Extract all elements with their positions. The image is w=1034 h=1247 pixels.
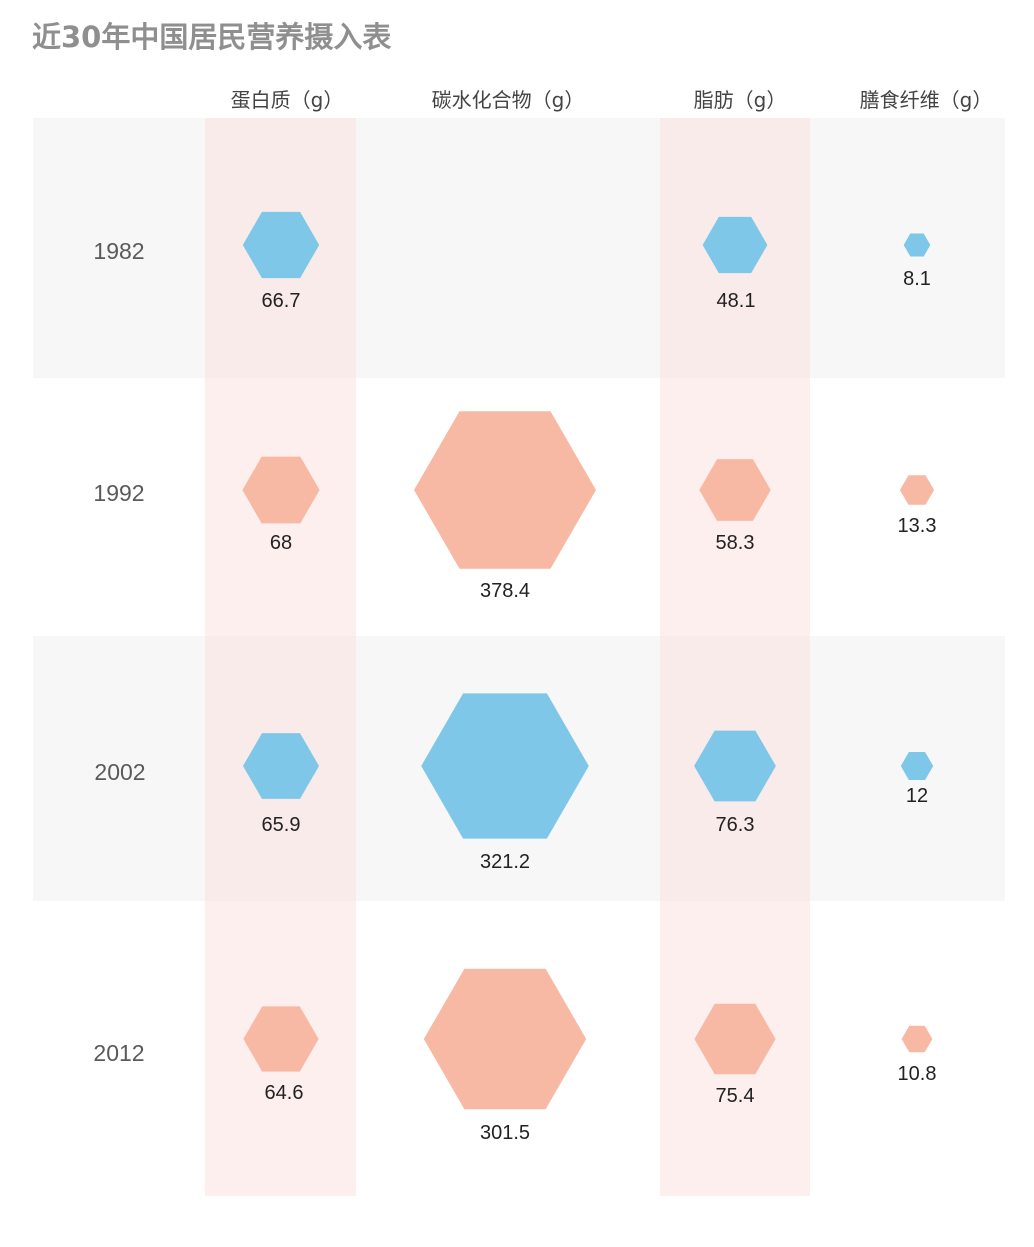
- hexagon-1982-protein: [242, 211, 320, 279]
- value-label-2002-fiber: 12: [906, 785, 928, 807]
- value-label-1982-protein: 66.7: [262, 290, 301, 312]
- year-label-1992: 1992: [93, 480, 144, 506]
- hexagon-1992-protein: [242, 456, 320, 524]
- hexagon-2012-fat: [694, 1003, 776, 1075]
- chart-title: 近30年中国居民营养摄入表: [32, 20, 391, 54]
- hexagon-2012-carbohydrate: [423, 968, 587, 1110]
- column-header-carbohydrate: 碳水化合物（g）: [432, 88, 585, 112]
- year-labels: 1982 1992 2002 2012: [93, 238, 145, 1066]
- hexagon-2002-carbohydrate: [421, 693, 589, 839]
- value-labels: 66.7 48.1 8.1 68 378.4 58.3 13.3 65.9 32…: [262, 268, 937, 1144]
- column-headers: 蛋白质（g） 碳水化合物（g） 脂肪（g） 膳食纤维（g）: [231, 88, 993, 112]
- year-label-2012: 2012: [93, 1040, 144, 1066]
- value-label-1992-carbohydrate: 378.4: [480, 580, 530, 602]
- value-label-2012-fiber: 10.8: [898, 1063, 937, 1085]
- value-label-1982-fiber: 8.1: [903, 268, 931, 290]
- value-label-2002-fat: 76.3: [716, 814, 755, 836]
- hexagon-2002-fat: [694, 730, 776, 802]
- column-header-fiber: 膳食纤维（g）: [860, 88, 993, 112]
- hexagon-2002-protein: [243, 733, 319, 799]
- hexagon-1992-fat: [699, 459, 771, 521]
- hexagon-2002-fiber: [900, 752, 934, 780]
- value-label-2002-carbohydrate: 321.2: [480, 851, 530, 873]
- column-header-protein: 蛋白质（g）: [231, 88, 344, 112]
- year-label-2002: 2002: [94, 759, 145, 785]
- hexagon-2012-fiber: [901, 1025, 933, 1053]
- value-label-1982-fat: 48.1: [717, 290, 756, 312]
- hexagon-marks: [242, 211, 935, 1110]
- year-label-1982: 1982: [93, 238, 144, 264]
- hexagon-1992-fiber: [899, 475, 935, 505]
- row-band-1982: [33, 118, 1005, 378]
- hexagon-1992-carbohydrate: [414, 411, 596, 569]
- value-label-2012-fat: 75.4: [716, 1085, 755, 1107]
- hexagon-1982-fiber: [903, 233, 931, 257]
- value-label-2002-protein: 65.9: [262, 814, 301, 836]
- value-label-1992-protein: 68: [270, 532, 292, 554]
- column-header-fat: 脂肪（g）: [694, 88, 787, 112]
- value-label-1992-fat: 58.3: [716, 532, 755, 554]
- hexagon-1982-fat: [702, 216, 768, 274]
- hexagon-2012-protein: [243, 1006, 319, 1072]
- value-label-2012-carbohydrate: 301.5: [480, 1122, 530, 1144]
- value-label-1992-fiber: 13.3: [898, 515, 937, 537]
- value-label-2012-protein: 64.6: [265, 1082, 304, 1104]
